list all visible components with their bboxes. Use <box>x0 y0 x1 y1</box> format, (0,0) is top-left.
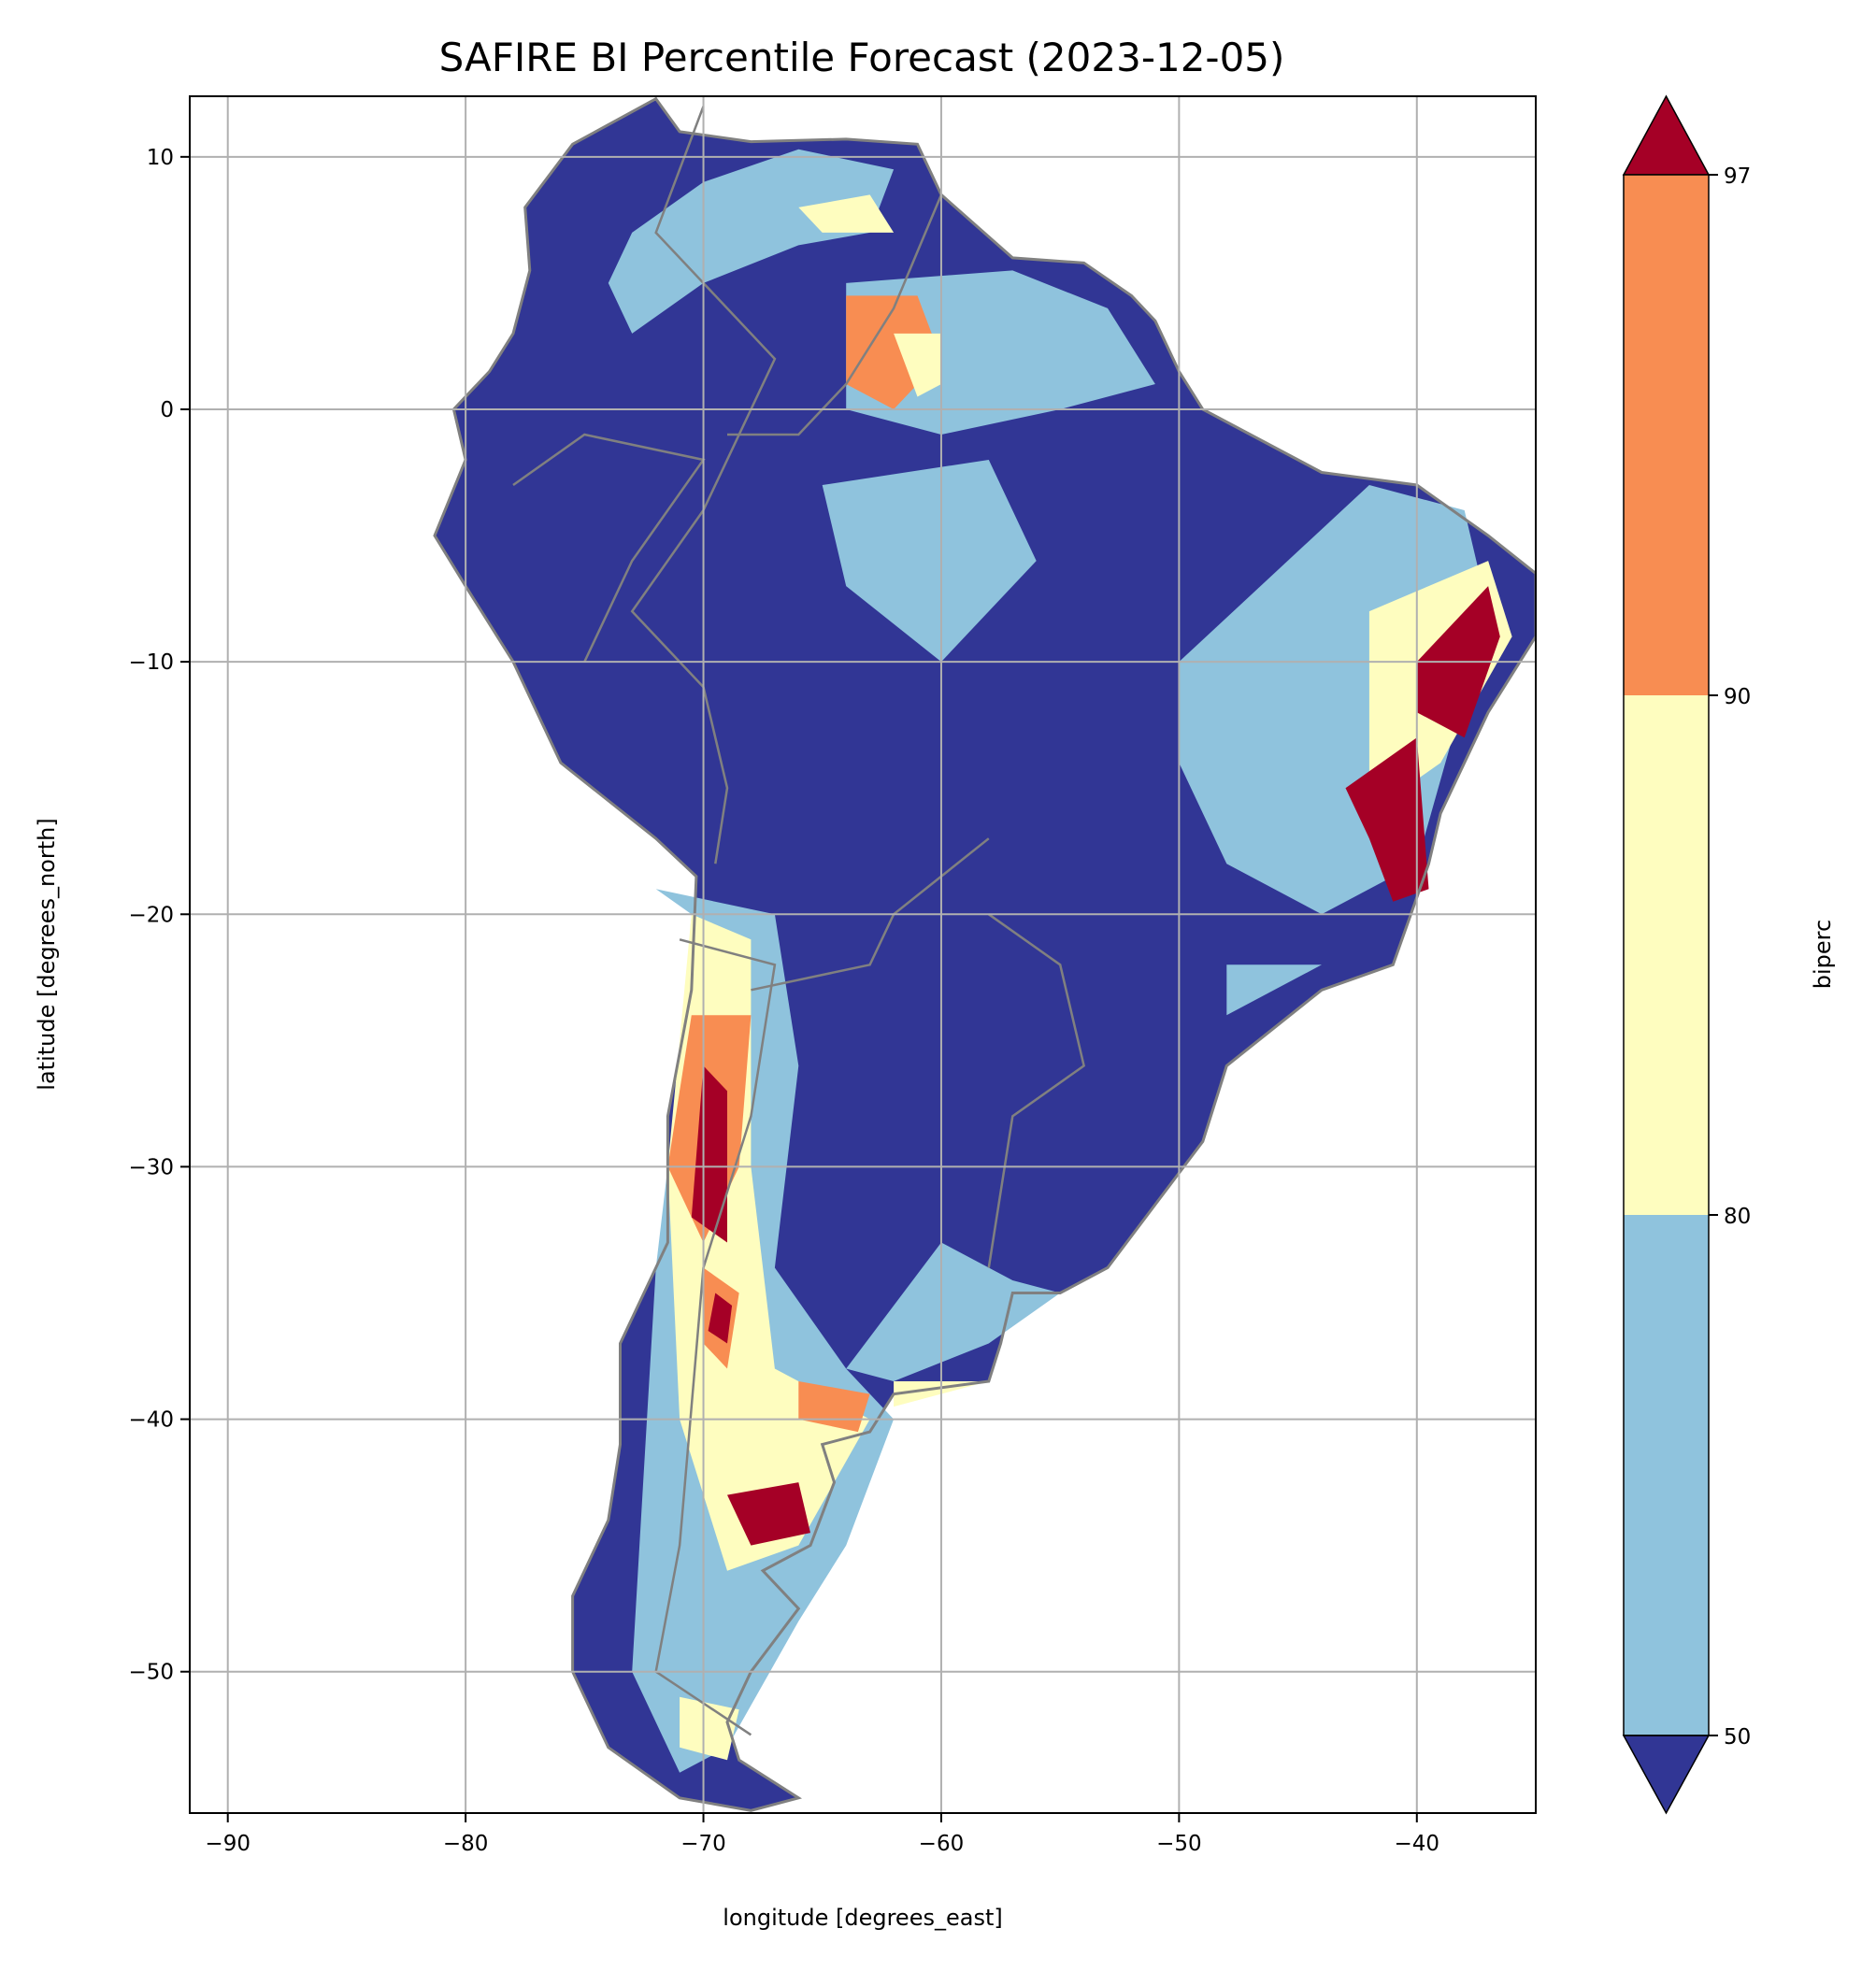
map-plot-area <box>190 96 1536 1813</box>
x-tick-label: −70 <box>680 1832 726 1856</box>
colorbar-segment-90-97 <box>1624 175 1709 695</box>
biperc-region <box>1226 964 1322 1016</box>
x-tick-label: −80 <box>443 1832 489 1856</box>
y-axis-label: latitude [degrees_north] <box>34 818 60 1090</box>
x-tick-label: −40 <box>1395 1832 1440 1856</box>
colorbar-segment-80-90 <box>1624 695 1709 1215</box>
colorbar-frame <box>1623 174 1710 1736</box>
x-axis-label: longitude [degrees_east] <box>723 1905 1002 1931</box>
biperc-region <box>1345 737 1429 902</box>
colorbar-segment-50-80 <box>1624 1215 1709 1735</box>
colorbar-tick-label: 90 <box>1724 685 1751 709</box>
biperc-region <box>608 149 895 334</box>
y-tick-label: 0 <box>160 398 174 422</box>
coastline <box>433 96 1536 1812</box>
biperc-region <box>708 1293 733 1344</box>
gridlines <box>190 96 1536 1813</box>
biperc-region <box>822 460 1037 663</box>
colorbar-extend-min <box>1622 1735 1711 1815</box>
y-tick-label: −20 <box>128 903 174 927</box>
y-tick-label: −50 <box>128 1661 174 1685</box>
biperc-region <box>680 1696 739 1761</box>
country-border <box>727 193 943 436</box>
y-axis-ticks: 10 0 −10 −20 −30 −40 −50 <box>128 146 190 1685</box>
colorbar-tick-label: 97 <box>1724 164 1751 189</box>
x-tick-label: −90 <box>205 1832 251 1856</box>
colorbar: 50 80 90 97 <box>1622 94 1751 1815</box>
country-border <box>630 106 777 864</box>
x-axis-ticks: −90 −80 −70 −60 −50 −40 <box>205 1813 1439 1856</box>
biperc-region <box>798 194 895 233</box>
biperc-region <box>894 1381 989 1407</box>
colorbar-label: biperc <box>1810 920 1836 989</box>
biperc-region <box>846 1242 1061 1381</box>
x-tick-label: −60 <box>919 1832 965 1856</box>
biperc-region <box>894 333 941 397</box>
colorbar-tick-label: 80 <box>1724 1205 1751 1229</box>
x-tick-label: −50 <box>1156 1832 1202 1856</box>
biperc-region <box>727 1482 810 1546</box>
axes-frame <box>189 95 1537 1814</box>
colorbar-tick-label: 50 <box>1724 1725 1751 1750</box>
y-tick-label: −30 <box>128 1155 174 1179</box>
y-tick-label: −10 <box>128 650 174 675</box>
biperc-region <box>691 1065 727 1243</box>
biperc-field <box>433 96 1536 1812</box>
y-tick-label: −40 <box>128 1408 174 1433</box>
colorbar-extend-max <box>1622 94 1711 176</box>
y-tick-label: 10 <box>147 146 174 170</box>
chart-title: SAFIRE BI Percentile Forecast (2023-12-0… <box>439 35 1285 80</box>
